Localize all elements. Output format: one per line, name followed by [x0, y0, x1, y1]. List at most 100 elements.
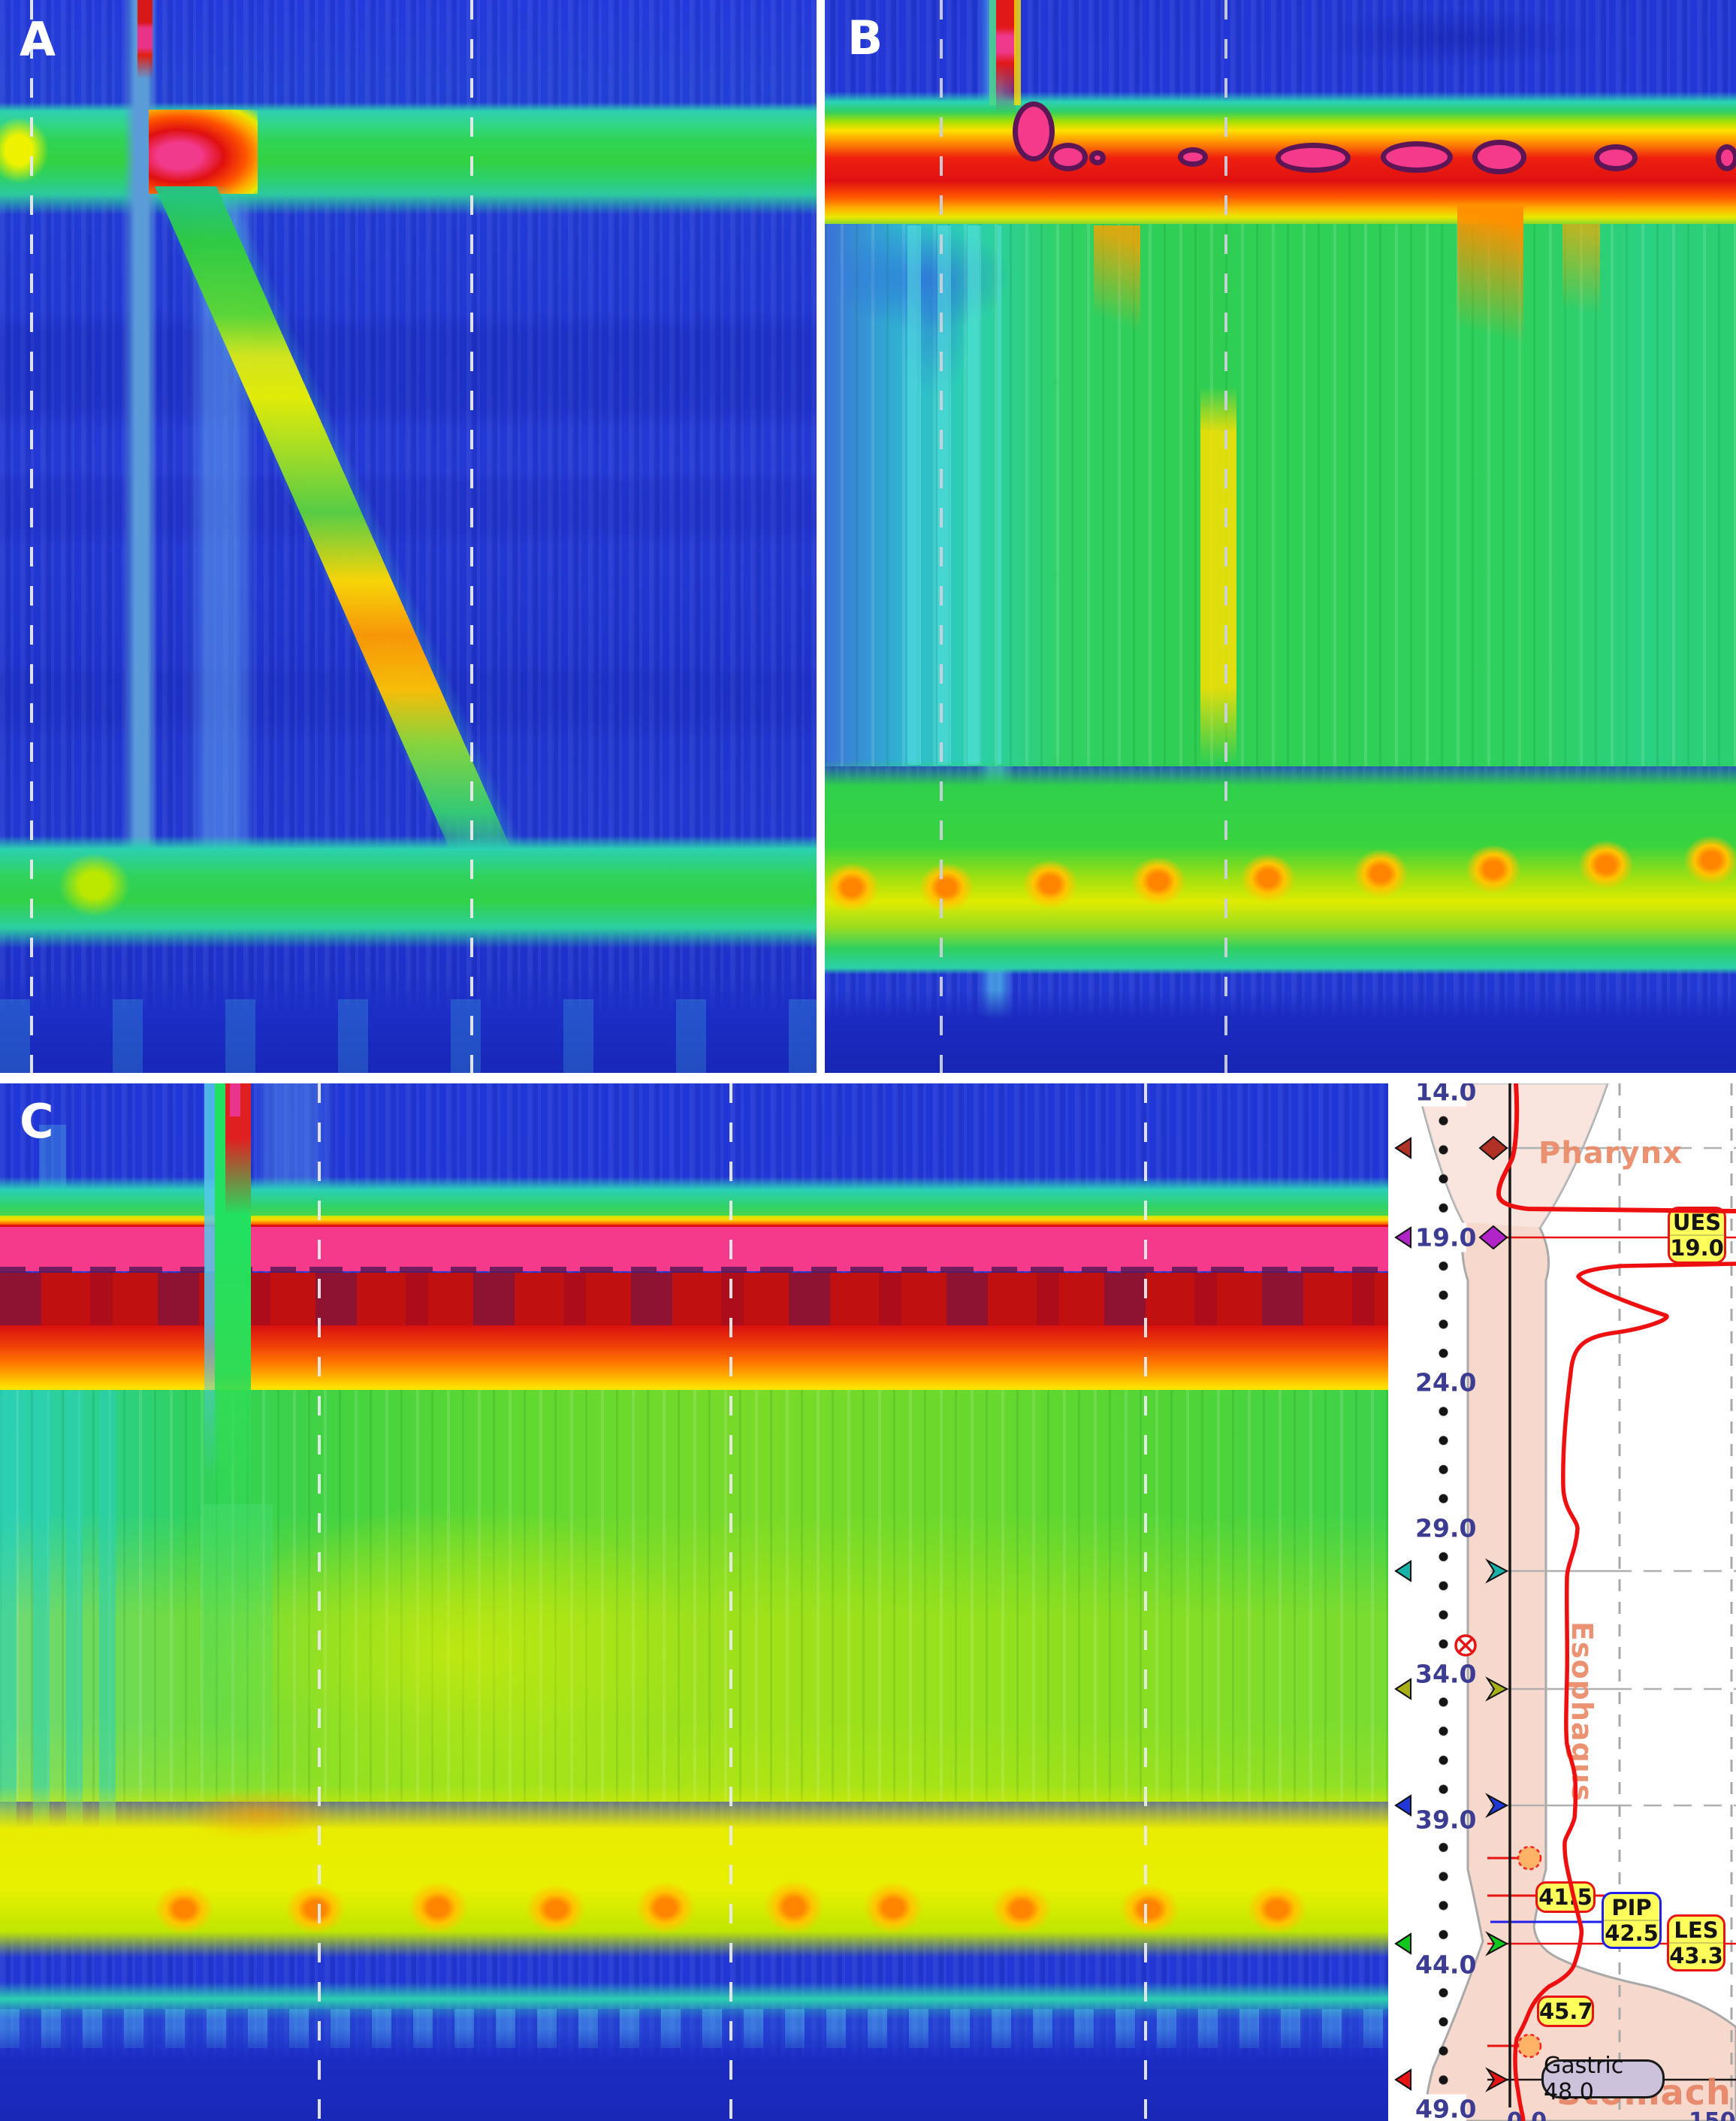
- esophagus-label: Esophagus: [1565, 1621, 1599, 1802]
- pressure-peak-blob: [149, 110, 258, 194]
- pharynx-diamond-marker: [1478, 1135, 1508, 1161]
- time-marker-line: [1144, 1083, 1147, 2121]
- upper-margin-annotation[interactable]: 41.5: [1535, 1881, 1596, 1913]
- distal-pressure-peak: [825, 863, 880, 912]
- time-marker-line: [1224, 0, 1227, 1073]
- proximal-esophagus-marker: [1394, 1560, 1411, 1582]
- pressure-topography-panel-c: C: [0, 1083, 1388, 2121]
- pressure-axis-max: 150.0: [1689, 2108, 1736, 2121]
- les-annotation[interactable]: LES 43.3: [1667, 1914, 1725, 1971]
- heatmap-layer: [0, 974, 817, 1073]
- pressure-peak-blob: [1089, 150, 1106, 165]
- swallow-spike-peak: [996, 0, 1016, 113]
- chevron-marker: [1485, 1931, 1509, 1956]
- distal-pressure-peak: [1131, 857, 1186, 906]
- pressure-peak-blob: [1276, 143, 1351, 173]
- heatmap-layer: [1014, 0, 1021, 105]
- distal-pressure-peak: [1683, 835, 1736, 885]
- heatmap-layer: [0, 1982, 1388, 2020]
- gastric-label: Gastric 48.0: [1544, 2053, 1624, 2105]
- circled-x-marker: [1454, 1634, 1477, 1657]
- chevron-marker: [1485, 1676, 1509, 1702]
- distal-pressure-peak: [526, 1884, 586, 1934]
- pip-annotation[interactable]: PIP 42.5: [1602, 1892, 1662, 1949]
- pressure-peak-blob: [1381, 141, 1453, 173]
- distal-pressure-peak: [1578, 840, 1634, 890]
- time-marker-line: [30, 0, 33, 1073]
- pressure-peak-blob: [1049, 143, 1088, 171]
- heatmap-layer: [0, 999, 817, 1073]
- distal-pressure-peak: [154, 1884, 214, 1934]
- time-marker-line: [470, 0, 473, 1073]
- les-title: LES: [1674, 1917, 1719, 1943]
- heatmap-layer: [210, 1504, 706, 1805]
- heatmap-layer: [907, 225, 1001, 765]
- pressure-axis-min: 0.0: [1507, 2108, 1547, 2121]
- pharynx-label: Pharynx: [1538, 1136, 1683, 1171]
- heatmap-layer: [989, 0, 996, 105]
- pressure-peak-blob: [1013, 101, 1055, 162]
- ues-level-marker: [1394, 1226, 1411, 1249]
- gastric-annotation[interactable]: Gastric 48.0: [1541, 2053, 1665, 2105]
- lower-margin-annotation[interactable]: 45.7: [1537, 1996, 1594, 2027]
- swallow-spike-peak: [137, 0, 152, 79]
- heatmap-layer: [0, 117, 49, 183]
- depth-tick: 34.0: [1415, 1659, 1477, 1689]
- heatmap-layer: [1200, 387, 1236, 763]
- depth-tick: 29.0: [1415, 1513, 1477, 1543]
- pressure-peak-blob: [1472, 140, 1526, 174]
- swallow-column: [204, 1083, 218, 1482]
- distal-pressure-peak: [919, 863, 974, 912]
- ues-title: UES: [1672, 1209, 1722, 1235]
- distal-pressure-peak: [1247, 1884, 1307, 1934]
- panel-b-label: B: [847, 11, 883, 65]
- distal-pressure-peak: [1240, 854, 1296, 903]
- heatmap-layer: [825, 990, 1736, 1073]
- lower-margin-value: 45.7: [1539, 1998, 1593, 2024]
- panel-a-label: A: [20, 12, 56, 67]
- anatomy-sidebar: 14.0 19.0 24.0 29.0 34.0 39.0 44.0 49.0 …: [1388, 1083, 1736, 2121]
- pressure-trace: [1496, 1083, 1736, 2121]
- les-level-marker: [1394, 1932, 1411, 1955]
- time-marker-line: [318, 1083, 321, 2121]
- depth-tick: 49.0: [1415, 2094, 1476, 2121]
- mid-esophagus-marker: [1394, 1678, 1411, 1700]
- organ-outline: [1415, 1083, 1736, 2121]
- distal-pressure-peak: [636, 1881, 696, 1934]
- pip-value: 42.5: [1604, 1920, 1659, 1946]
- heatmap-layer: [1313, 8, 1599, 68]
- distal-pressure-peak: [1353, 849, 1408, 899]
- heatmap-layer: [0, 1216, 1388, 1226]
- time-marker-line: [729, 1083, 732, 2121]
- les-value: 43.3: [1669, 1942, 1723, 1968]
- depth-tick: 14.0: [1415, 1083, 1476, 1107]
- distal-pressure-peak: [1022, 860, 1078, 909]
- heatmap-layer: [1457, 204, 1523, 358]
- sleeve-sensor-marker: [1517, 1845, 1542, 1871]
- sleeve-sensor-marker: [1517, 2033, 1542, 2059]
- distal-pressure-peak: [1119, 1884, 1179, 1934]
- pressure-topography-panel-a: A: [0, 0, 817, 1073]
- chevron-marker: [1485, 2067, 1509, 2092]
- heatmap-layer: [1562, 224, 1600, 325]
- depth-tick: 44.0: [1415, 1950, 1477, 1980]
- sensor-dot-column: [1438, 1083, 1449, 2121]
- heatmap-layer: [0, 2029, 1388, 2121]
- ues-diamond-marker: [1478, 1225, 1508, 1250]
- depth-tick: 19.0: [1415, 1222, 1477, 1252]
- distal-pressure-peak: [863, 1881, 923, 1934]
- heatmap-layer: [201, 1504, 273, 1827]
- depth-tick: 24.0: [1415, 1367, 1477, 1397]
- distal-pressure-peak: [764, 1880, 824, 1934]
- gastric-level-marker: [1394, 2068, 1411, 2091]
- ues-value: 19.0: [1670, 1234, 1724, 1261]
- panel-c-label: C: [20, 1094, 54, 1149]
- distal-pressure-peak: [408, 1881, 468, 1934]
- swallow-spike-peak: [230, 1083, 240, 1116]
- pharynx-level-marker: [1394, 1137, 1411, 1159]
- upper-margin-value: 41.5: [1538, 1884, 1593, 1910]
- heatmap-layer: [1094, 225, 1140, 334]
- distal-esophagus-marker: [1394, 1794, 1411, 1817]
- distal-pressure-band: [0, 835, 817, 948]
